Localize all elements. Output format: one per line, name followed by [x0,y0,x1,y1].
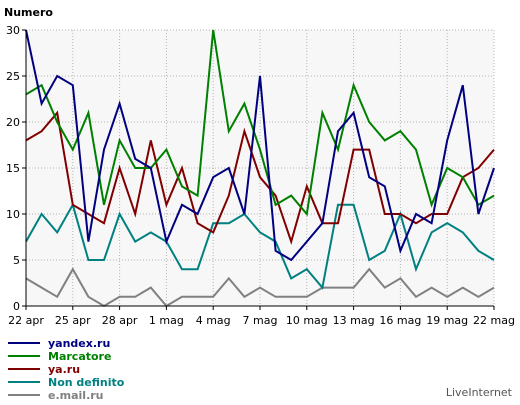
legend-label: Non definito [48,376,125,389]
x-tick-label: 19 mag [426,314,468,327]
x-tick-label: 13 mag [333,314,375,327]
x-ticks: 22 apr 25 apr 28 apr 1 mag 4 mag 7 mag 10 mag 1… [8,306,515,327]
x-tick-label: 1 mag [149,314,184,327]
y-tick-label: 20 [6,116,20,129]
x-tick-label: 7 mag [243,314,278,327]
x-tick-label: 10 mag [286,314,328,327]
y-tick-label: 5 [13,254,20,267]
series-line-1 [25,29,495,217]
x-tick-label: 4 mag [196,314,231,327]
series-line-2 [25,110,495,245]
y-tick-label: 10 [6,208,20,221]
legend-label: ya.ru [48,363,80,376]
x-tick-label: 28 apr [102,314,138,327]
legend-label: yandex.ru [48,337,110,350]
x-tick-label: 22 apr [8,314,44,327]
y-tick-label: 15 [6,162,20,175]
legend-label: Marcatore [48,350,111,363]
series-line-3 [25,202,495,290]
y-ticks: 0 5 10 15 20 25 30 [6,24,26,313]
y-tick-label: 0 [13,300,20,313]
legend-label: e.mail.ru [48,389,104,402]
credit-label: LiveInternet [446,386,513,399]
x-tick-label: 22 mag [473,314,515,327]
y-tick-label: 25 [6,70,20,83]
y-axis-title: Numero [4,6,53,19]
x-tick-label: 16 mag [379,314,421,327]
series-line-0 [25,29,495,262]
series-lines [25,29,495,308]
y-tick-label: 30 [6,24,20,37]
x-tick-label: 25 apr [55,314,91,327]
